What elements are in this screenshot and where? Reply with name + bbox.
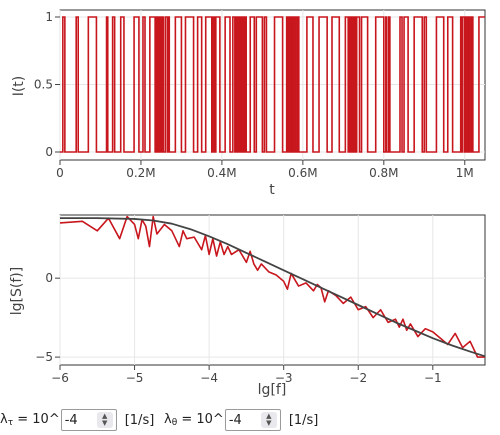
x-tick-label: 0.2M [126,166,155,180]
spinner-down-icon[interactable]: ▼ [102,419,108,427]
x-tick-label: 0 [56,166,64,180]
signal-series [60,16,485,153]
spectrum-x-ticks: −6 −5 −4 −3 −2 −1 [51,365,442,385]
spectrum-plot[interactable]: −5 0 −6 −5 −4 −3 −2 −1 lg[S(f)] lg[f] [0,205,500,405]
y-tick-label: 1 [45,10,53,24]
x-tick-label: −4 [200,371,218,385]
lambda-theta-subscript: θ [171,418,178,428]
spectrum-y-axis-label: lg[S(f)] [9,267,25,315]
y-tick-label: −5 [35,350,53,364]
signal-x-ticks: 0 0.2M 0.4M 0.6M 0.8M 1M [56,160,474,180]
x-tick-label: −2 [349,371,367,385]
lambda-tau-input-box[interactable]: ▲ ▼ [60,409,117,431]
signal-x-axis-label: t [269,182,275,198]
lambda-tau-label: λτ = 10^ [0,412,60,428]
x-tick-label: −1 [424,371,442,385]
x-tick-label: 0.6M [288,166,317,180]
spectrum-plot-area [59,214,486,366]
x-tick-label: 0.8M [369,166,398,180]
lambda-tau-unit: [1/s] [124,412,155,428]
spinner-up-icon[interactable]: ▲ [266,412,272,420]
spectrum-data-line [59,215,485,358]
signal-plot-area [59,9,486,161]
spectrum-y-ticks: −5 0 [35,271,60,364]
lambda-theta-control: λθ = 10^ ▲ ▼ [1/s] [164,406,318,434]
lambda-tau-subscript: τ [7,418,14,428]
x-tick-label: 0.4M [207,166,236,180]
parameter-controls: λτ = 10^ ▲ ▼ [1/s] λθ = 10^ ▲ ▼ [1/s] [0,406,500,434]
spinner-up-icon[interactable]: ▲ [102,412,108,420]
lambda-theta-unit: [1/s] [288,412,319,428]
lambda-tau-symbol: λ [0,412,8,427]
spectrum-fit-line [60,217,486,358]
y-tick-label: 0 [45,145,53,159]
lambda-theta-spinner[interactable]: ▲ ▼ [260,412,277,428]
lambda-theta-label: λθ = 10^ [164,412,224,428]
spectrum-series [59,215,486,358]
spinner-down-icon[interactable]: ▼ [266,419,272,427]
y-tick-label: 0 [45,271,53,285]
spectrum-plot-frame [59,214,486,366]
lambda-tau-prefix: = 10^ [13,412,60,427]
signal-line [60,16,485,153]
x-tick-label: −6 [51,371,69,385]
x-tick-label: −3 [275,371,293,385]
lambda-tau-spinner[interactable]: ▲ ▼ [96,412,113,428]
lambda-theta-symbol: λ [164,412,172,427]
signal-plot[interactable]: 00.51 0 0.2M 0.4M 0.6M 0.8M 1M I(t) t [0,0,500,200]
x-tick-label: 1M [456,166,474,180]
y-tick-label: 0.5 [34,78,53,92]
spectrum-x-axis-label: lg[f] [258,382,287,398]
lambda-theta-input[interactable] [228,411,259,429]
lambda-tau-control: λτ = 10^ ▲ ▼ [1/s] [0,406,154,434]
lambda-theta-input-box[interactable]: ▲ ▼ [224,409,281,431]
lambda-theta-prefix: = 10^ [177,412,224,427]
signal-y-axis-label: I(t) [11,76,27,97]
lambda-tau-input[interactable] [64,411,95,429]
signal-y-ticks: 00.51 [34,10,60,159]
spectrum-gridlines [59,215,485,365]
x-tick-label: −5 [126,371,144,385]
